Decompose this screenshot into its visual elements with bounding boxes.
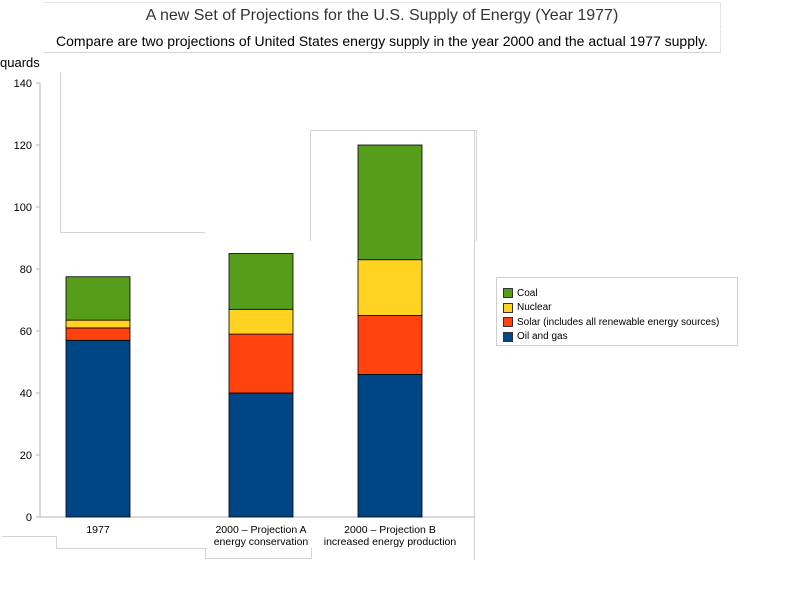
decor-frame-4 bbox=[474, 130, 475, 560]
bar-segment-oil bbox=[357, 373, 423, 518]
x-category-label-line: 1977 bbox=[86, 524, 110, 536]
bar-segment-nuclear bbox=[357, 259, 423, 316]
y-axis-label: quards bbox=[0, 55, 40, 70]
x-category-label: 1977 bbox=[86, 524, 110, 536]
decor-frame-2 bbox=[60, 232, 205, 233]
legend-label: Nuclear bbox=[517, 302, 552, 314]
bar-segment-coal bbox=[65, 276, 131, 321]
chart-subtitle: Compare are two projections of United St… bbox=[44, 30, 721, 53]
y-tick-label: 20 bbox=[20, 450, 32, 462]
bar-segment-solar bbox=[65, 327, 131, 341]
y-tick-label: 140 bbox=[14, 78, 32, 90]
y-tick-label: 60 bbox=[20, 326, 32, 338]
legend-label: Coal bbox=[517, 287, 538, 299]
legend-swatch bbox=[503, 317, 513, 328]
legend-item: Oil and gas bbox=[503, 330, 737, 345]
bar-segment-nuclear bbox=[65, 319, 131, 329]
legend-item: Nuclear bbox=[503, 301, 737, 316]
legend: Coal Nuclear Solar (includes all renewable… bbox=[496, 277, 738, 346]
y-tick-label: 0 bbox=[26, 512, 32, 524]
decor-frame-6 bbox=[56, 536, 207, 549]
legend-item: Solar (includes all renewable energy sou… bbox=[503, 315, 737, 330]
plot-area: 0 20 40 60 80 100 120 140 1977 2000 – Projection … bbox=[14, 78, 475, 548]
x-category-label-line: 2000 – Projection A bbox=[215, 524, 306, 536]
chart-title: A new Set of Projections for the U.S. Su… bbox=[44, 2, 721, 29]
x-category-label-line: 2000 – Projection B bbox=[344, 524, 436, 536]
bar-segment-coal bbox=[228, 253, 294, 310]
legend-swatch bbox=[503, 302, 513, 313]
y-tick-label: 80 bbox=[20, 264, 32, 276]
y-tick-label: 100 bbox=[14, 202, 32, 214]
bar-segment-oil bbox=[65, 339, 131, 518]
legend-swatch bbox=[503, 331, 513, 342]
decor-frame-3 bbox=[310, 130, 477, 241]
legend-label: Oil and gas bbox=[517, 331, 568, 343]
decor-frame-1 bbox=[60, 72, 61, 232]
legend-item: Coal bbox=[503, 286, 737, 301]
decor-frame-7 bbox=[205, 548, 312, 559]
decor-frame-5 bbox=[2, 536, 56, 537]
y-tick-label: 120 bbox=[14, 140, 32, 152]
legend-label: Solar (includes all renewable energy sou… bbox=[517, 316, 720, 328]
x-category-label-line: energy conservation bbox=[214, 536, 309, 548]
bar-segment-solar bbox=[228, 333, 294, 394]
bar-segment-nuclear bbox=[228, 308, 294, 335]
x-category-label-line: increased energy production bbox=[324, 536, 457, 548]
y-tick-label: 40 bbox=[20, 388, 32, 400]
bar-segment-solar bbox=[357, 315, 423, 375]
bar-segment-oil bbox=[228, 392, 294, 518]
legend-swatch bbox=[503, 288, 513, 299]
bar-segment-coal bbox=[357, 144, 423, 261]
